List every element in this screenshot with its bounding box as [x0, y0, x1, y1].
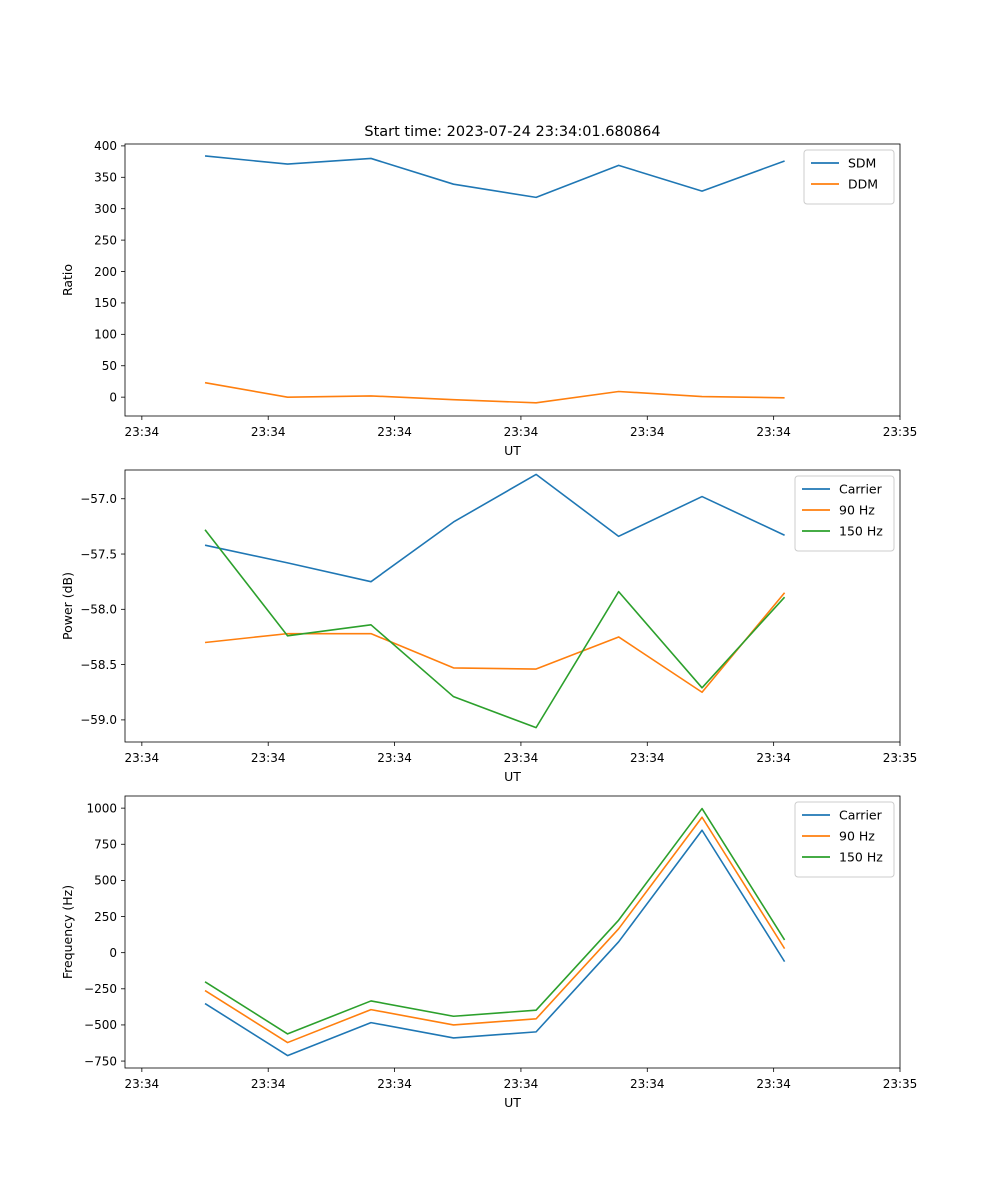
- power-series-90-hz-line: [204, 592, 786, 694]
- ratio-panel: 23:34 23:34 23:34 23:34 23:34 23:34 23:35 0 50 10…: [60, 139, 917, 458]
- frequency-series-150-hz-line: [204, 807, 786, 1035]
- ratio-y-tick-label: 50: [102, 359, 117, 373]
- power-legend-label-2: 150 Hz: [839, 524, 883, 539]
- ratio-y-tick-label: 250: [94, 233, 117, 247]
- ratio-x-tick-label: 23:34: [630, 425, 665, 439]
- ratio-y-tick-label: 100: [94, 328, 117, 342]
- frequency-x-tick-label: 23:34: [125, 1077, 160, 1091]
- ratio-x-tick-label: 23:34: [756, 425, 791, 439]
- frequency-legend-box: [794, 801, 895, 878]
- frequency-x-tick-label: 23:34: [756, 1077, 791, 1091]
- frequency-series-carrier-line: [204, 829, 786, 1057]
- ratio-x-tick-label: 23:34: [251, 425, 286, 439]
- ratio-x-axis-label: UT: [504, 443, 521, 458]
- frequency-panel: 23:34 23:34 23:34 23:34 23:34 23:34 23:35 −750 −…: [60, 795, 918, 1110]
- power-y-tick-label: −57.5: [80, 547, 117, 561]
- figure-title: Start time: 2023-07-24 23:34:01.680864: [364, 124, 660, 140]
- ratio-y-tick-label: 300: [94, 202, 117, 216]
- power-x-tick-label: 23:34: [504, 751, 539, 765]
- frequency-y-tick-label: 750: [94, 838, 117, 852]
- ratio-y-tick-label: 200: [94, 265, 117, 279]
- ratio-series-ddm-line: [204, 381, 785, 404]
- frequency-x-tick-label: 23:35: [883, 1077, 918, 1091]
- power-x-tick-label: 23:34: [251, 751, 286, 765]
- frequency-legend-label-2: 150 Hz: [839, 850, 883, 865]
- frequency-x-tick-label: 23:34: [504, 1077, 539, 1091]
- power-x-tick-label: 23:35: [883, 751, 918, 765]
- power-x-tick-label: 23:34: [756, 751, 791, 765]
- power-y-tick-label: −57.0: [80, 492, 117, 506]
- frequency-y-tick-label: −500: [84, 1018, 117, 1032]
- power-x-tick-label: 23:34: [125, 751, 160, 765]
- power-x-tick-label: 23:34: [630, 751, 665, 765]
- power-series-carrier-line: [204, 473, 785, 583]
- frequency-legend: Carrier 90 Hz 150 Hz: [794, 801, 895, 878]
- ratio-x-tick-label: 23:34: [125, 425, 160, 439]
- ratio-x-tick-label: 23:35: [883, 425, 918, 439]
- frequency-y-tick-label: −750: [84, 1054, 117, 1068]
- ratio-x-tick-label: 23:34: [504, 425, 539, 439]
- power-x-tick-label: 23:34: [377, 751, 412, 765]
- power-y-tick-label: −58.5: [80, 658, 117, 672]
- ratio-y-tick-label: 0: [109, 390, 117, 404]
- ratio-series-sdm-line: [204, 155, 785, 199]
- frequency-legend-label-1: 90 Hz: [839, 829, 875, 844]
- power-axes-frame: [124, 469, 901, 743]
- power-legend-box: [794, 475, 895, 552]
- frequency-y-tick-label: 250: [94, 910, 117, 924]
- power-panel: 23:34 23:34 23:34 23:34 23:34 23:34 23:35 −59.0…: [60, 469, 918, 784]
- power-legend-label-1: 90 Hz: [839, 503, 875, 518]
- frequency-x-axis-label: UT: [504, 1095, 521, 1110]
- power-y-axis-label: Power (dB): [60, 572, 75, 640]
- frequency-y-tick-label: 0: [109, 946, 117, 960]
- ratio-axes-frame: [124, 143, 901, 417]
- frequency-axes-frame: [124, 795, 901, 1069]
- ratio-legend-label-0: SDM: [848, 156, 876, 171]
- ratio-y-tick-label: 150: [94, 296, 117, 310]
- ratio-y-tick-label: 400: [94, 139, 117, 153]
- frequency-series-90-hz-line: [204, 816, 786, 1044]
- power-legend-label-0: Carrier: [839, 482, 883, 497]
- power-x-axis-label: UT: [504, 769, 521, 784]
- power-y-tick-label: −59.0: [80, 713, 117, 727]
- frequency-y-axis-label: Frequency (Hz): [60, 885, 75, 979]
- power-y-tick-label: −58.0: [80, 603, 117, 617]
- frequency-x-tick-label: 23:34: [251, 1077, 286, 1091]
- frequency-x-tick-label: 23:34: [630, 1077, 665, 1091]
- ratio-y-tick-label: 350: [94, 171, 117, 185]
- ratio-x-tick-label: 23:34: [377, 425, 412, 439]
- ratio-legend: SDM DDM: [803, 149, 895, 205]
- frequency-y-tick-label: −250: [84, 982, 117, 996]
- frequency-y-tick-label: 1000: [86, 801, 117, 815]
- ratio-y-axis-label: Ratio: [60, 264, 75, 296]
- ratio-legend-label-1: DDM: [848, 177, 878, 192]
- frequency-y-tick-label: 500: [94, 874, 117, 888]
- frequency-legend-label-0: Carrier: [839, 808, 883, 823]
- power-legend: Carrier 90 Hz 150 Hz: [794, 475, 895, 552]
- power-series-150-hz-line: [204, 529, 786, 729]
- frequency-x-tick-label: 23:34: [377, 1077, 412, 1091]
